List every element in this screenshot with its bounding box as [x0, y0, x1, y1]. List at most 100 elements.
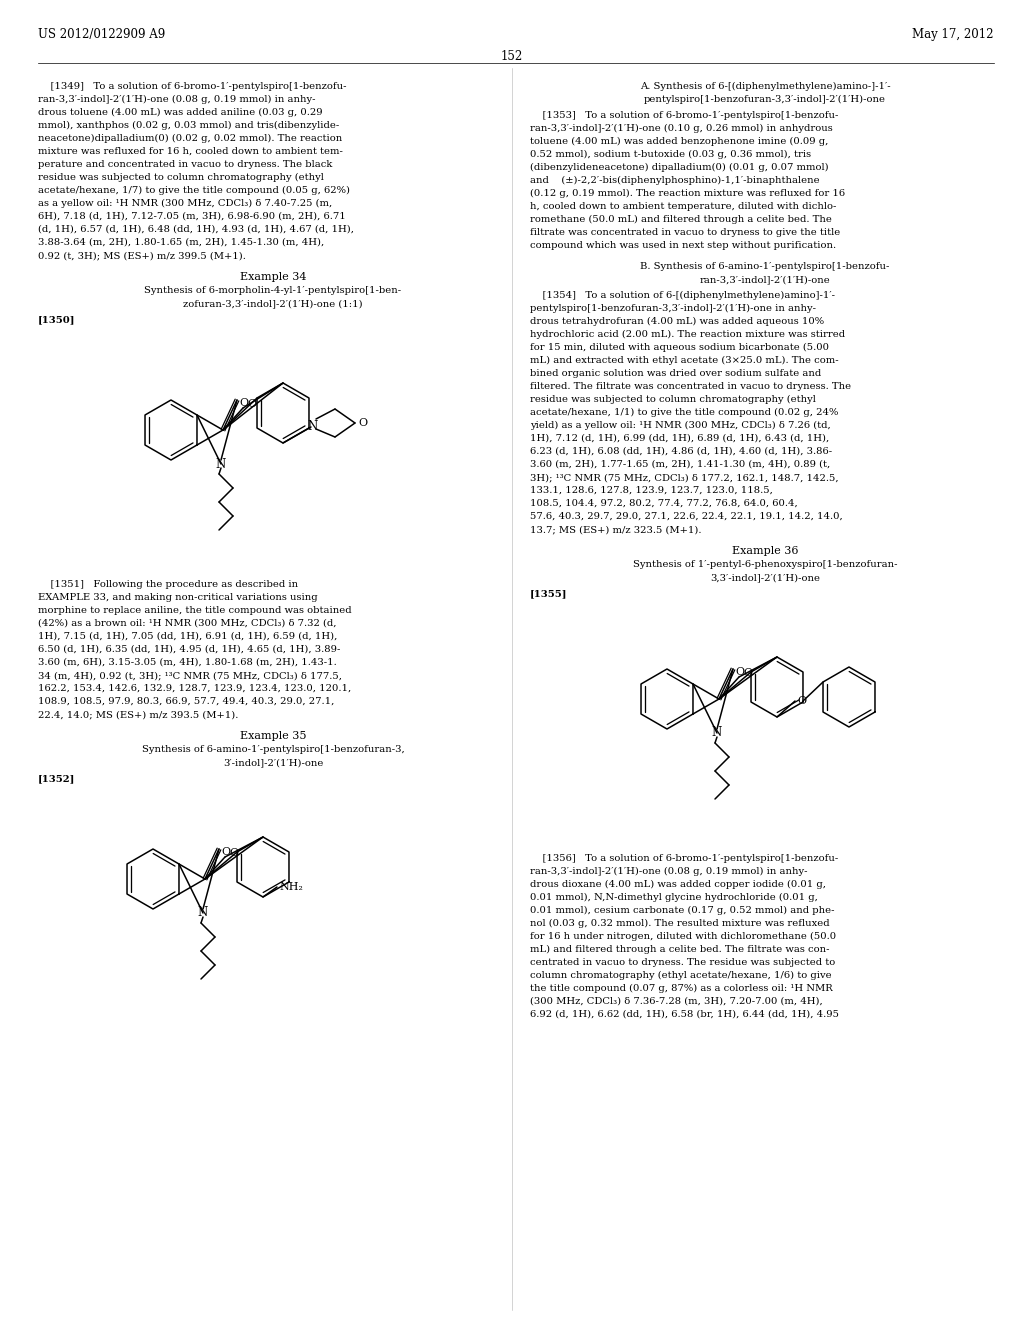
Text: ran-3,3′-indol]-2′(1′H)-one (0.08 g, 0.19 mmol) in anhy-: ran-3,3′-indol]-2′(1′H)-one (0.08 g, 0.1…	[38, 95, 315, 104]
Text: N: N	[216, 458, 226, 470]
Text: drous dioxane (4.00 mL) was added copper iodide (0.01 g,: drous dioxane (4.00 mL) was added copper…	[530, 880, 826, 890]
Text: acetate/hexane, 1/7) to give the title compound (0.05 g, 62%): acetate/hexane, 1/7) to give the title c…	[38, 186, 350, 195]
Text: 1H), 7.12 (d, 1H), 6.99 (dd, 1H), 6.89 (d, 1H), 6.43 (d, 1H),: 1H), 7.12 (d, 1H), 6.99 (dd, 1H), 6.89 (…	[530, 434, 829, 444]
Text: (42%) as a brown oil: ¹H NMR (300 MHz, CDCl₃) δ 7.32 (d,: (42%) as a brown oil: ¹H NMR (300 MHz, C…	[38, 619, 337, 628]
Text: for 16 h under nitrogen, diluted with dichloromethane (50.0: for 16 h under nitrogen, diluted with di…	[530, 932, 837, 941]
Text: mixture was refluxed for 16 h, cooled down to ambient tem-: mixture was refluxed for 16 h, cooled do…	[38, 147, 343, 156]
Text: O: O	[735, 667, 744, 677]
Text: 57.6, 40.3, 29.7, 29.0, 27.1, 22.6, 22.4, 22.1, 19.1, 14.2, 14.0,: 57.6, 40.3, 29.7, 29.0, 27.1, 22.6, 22.4…	[530, 512, 843, 521]
Text: morphine to replace aniline, the title compound was obtained: morphine to replace aniline, the title c…	[38, 606, 351, 615]
Text: EXAMPLE 33, and making non-critical variations using: EXAMPLE 33, and making non-critical vari…	[38, 593, 317, 602]
Text: mL) and extracted with ethyl acetate (3×25.0 mL). The com-: mL) and extracted with ethyl acetate (3×…	[530, 356, 839, 366]
Text: for 15 min, diluted with aqueous sodium bicarbonate (5.00: for 15 min, diluted with aqueous sodium …	[530, 343, 829, 352]
Text: 34 (m, 4H), 0.92 (t, 3H); ¹³C NMR (75 MHz, CDCl₃) δ 177.5,: 34 (m, 4H), 0.92 (t, 3H); ¹³C NMR (75 MH…	[38, 671, 342, 680]
Text: 6.50 (d, 1H), 6.35 (dd, 1H), 4.95 (d, 1H), 4.65 (d, 1H), 3.89-: 6.50 (d, 1H), 6.35 (dd, 1H), 4.95 (d, 1H…	[38, 645, 340, 653]
Text: (300 MHz, CDCl₃) δ 7.36-7.28 (m, 3H), 7.20-7.00 (m, 4H),: (300 MHz, CDCl₃) δ 7.36-7.28 (m, 3H), 7.…	[530, 997, 822, 1006]
Text: [1355]: [1355]	[530, 589, 567, 598]
Text: Synthesis of 6-amino-1′-pentylspiro[1-benzofuran-3,: Synthesis of 6-amino-1′-pentylspiro[1-be…	[141, 744, 404, 754]
Text: O: O	[358, 418, 368, 428]
Text: and    (±)-2,2′-bis(diphenylphosphino)-1,1′-binaphthalene: and (±)-2,2′-bis(diphenylphosphino)-1,1′…	[530, 176, 819, 185]
Text: Example 36: Example 36	[732, 546, 799, 556]
Text: US 2012/0122909 A9: US 2012/0122909 A9	[38, 28, 165, 41]
Text: (0.12 g, 0.19 mmol). The reaction mixture was refluxed for 16: (0.12 g, 0.19 mmol). The reaction mixtur…	[530, 189, 845, 198]
Text: ran-3,3′-indol]-2′(1′H)-one: ran-3,3′-indol]-2′(1′H)-one	[699, 275, 830, 284]
Text: compound which was used in next step without purification.: compound which was used in next step wit…	[530, 242, 837, 249]
Text: (d, 1H), 6.57 (d, 1H), 6.48 (dd, 1H), 4.93 (d, 1H), 4.67 (d, 1H),: (d, 1H), 6.57 (d, 1H), 6.48 (dd, 1H), 4.…	[38, 224, 354, 234]
Text: ran-3,3′-indol]-2′(1′H)-one (0.10 g, 0.26 mmol) in anhydrous: ran-3,3′-indol]-2′(1′H)-one (0.10 g, 0.2…	[530, 124, 833, 133]
Text: toluene (4.00 mL) was added benzophenone imine (0.09 g,: toluene (4.00 mL) was added benzophenone…	[530, 137, 828, 147]
Text: as a yellow oil: ¹H NMR (300 MHz, CDCl₃) δ 7.40-7.25 (m,: as a yellow oil: ¹H NMR (300 MHz, CDCl₃)…	[38, 199, 332, 209]
Text: drous tetrahydrofuran (4.00 mL) was added aqueous 10%: drous tetrahydrofuran (4.00 mL) was adde…	[530, 317, 824, 326]
Text: filtered. The filtrate was concentrated in vacuo to dryness. The: filtered. The filtrate was concentrated …	[530, 381, 851, 391]
Text: 1H), 7.15 (d, 1H), 7.05 (dd, 1H), 6.91 (d, 1H), 6.59 (d, 1H),: 1H), 7.15 (d, 1H), 7.05 (dd, 1H), 6.91 (…	[38, 632, 337, 642]
Text: 3.60 (m, 2H), 1.77-1.65 (m, 2H), 1.41-1.30 (m, 4H), 0.89 (t,: 3.60 (m, 2H), 1.77-1.65 (m, 2H), 1.41-1.…	[530, 459, 830, 469]
Text: perature and concentrated in vacuo to dryness. The black: perature and concentrated in vacuo to dr…	[38, 160, 333, 169]
Text: [1352]: [1352]	[38, 774, 76, 783]
Text: May 17, 2012: May 17, 2012	[912, 28, 994, 41]
Text: bined organic solution was dried over sodium sulfate and: bined organic solution was dried over so…	[530, 370, 821, 378]
Text: yield) as a yellow oil: ¹H NMR (300 MHz, CDCl₃) δ 7.26 (td,: yield) as a yellow oil: ¹H NMR (300 MHz,…	[530, 421, 830, 430]
Text: mmol), xanthphos (0.02 g, 0.03 mmol) and tris(dibenzylide-: mmol), xanthphos (0.02 g, 0.03 mmol) and…	[38, 121, 339, 131]
Text: 13.7; MS (ES+) m/z 323.5 (M+1).: 13.7; MS (ES+) m/z 323.5 (M+1).	[530, 525, 701, 535]
Text: N: N	[198, 907, 208, 920]
Text: zofuran-3,3′-indol]-2′(1′H)-one (1:1): zofuran-3,3′-indol]-2′(1′H)-one (1:1)	[183, 300, 362, 308]
Text: 3H); ¹³C NMR (75 MHz, CDCl₃) δ 177.2, 162.1, 148.7, 142.5,: 3H); ¹³C NMR (75 MHz, CDCl₃) δ 177.2, 16…	[530, 473, 839, 482]
Text: h, cooled down to ambient temperature, diluted with dichlo-: h, cooled down to ambient temperature, d…	[530, 202, 837, 211]
Text: [1356]   To a solution of 6-bromo-1′-pentylspiro[1-benzofu-: [1356] To a solution of 6-bromo-1′-penty…	[530, 854, 839, 863]
Text: residue was subjected to column chromatography (ethyl: residue was subjected to column chromato…	[530, 395, 816, 404]
Text: O: O	[743, 668, 752, 678]
Text: column chromatography (ethyl acetate/hexane, 1/6) to give: column chromatography (ethyl acetate/hex…	[530, 972, 831, 981]
Text: [1349]   To a solution of 6-bromo-1′-pentylspiro[1-benzofu-: [1349] To a solution of 6-bromo-1′-penty…	[38, 82, 346, 91]
Text: Synthesis of 6-morpholin-4-yl-1′-pentylspiro[1-ben-: Synthesis of 6-morpholin-4-yl-1′-pentyls…	[144, 286, 401, 294]
Text: hydrochloric acid (2.00 mL). The reaction mixture was stirred: hydrochloric acid (2.00 mL). The reactio…	[530, 330, 845, 339]
Text: 0.92 (t, 3H); MS (ES+) m/z 399.5 (M+1).: 0.92 (t, 3H); MS (ES+) m/z 399.5 (M+1).	[38, 251, 246, 260]
Text: the title compound (0.07 g, 87%) as a colorless oil: ¹H NMR: the title compound (0.07 g, 87%) as a co…	[530, 983, 833, 993]
Text: filtrate was concentrated in vacuo to dryness to give the title: filtrate was concentrated in vacuo to dr…	[530, 228, 841, 238]
Text: O: O	[229, 847, 239, 858]
Text: 0.52 mmol), sodium t-butoxide (0.03 g, 0.36 mmol), tris: 0.52 mmol), sodium t-butoxide (0.03 g, 0…	[530, 150, 811, 160]
Text: 133.1, 128.6, 127.8, 123.9, 123.7, 123.0, 118.5,: 133.1, 128.6, 127.8, 123.9, 123.7, 123.0…	[530, 486, 773, 495]
Text: ran-3,3′-indol]-2′(1′H)-one (0.08 g, 0.19 mmol) in anhy-: ran-3,3′-indol]-2′(1′H)-one (0.08 g, 0.1…	[530, 867, 808, 876]
Text: O: O	[221, 847, 230, 857]
Text: neacetone)dipalladium(0) (0.02 g, 0.02 mmol). The reaction: neacetone)dipalladium(0) (0.02 g, 0.02 m…	[38, 135, 342, 143]
Text: acetate/hexane, 1/1) to give the title compound (0.02 g, 24%: acetate/hexane, 1/1) to give the title c…	[530, 408, 839, 417]
Text: 3.60 (m, 6H), 3.15-3.05 (m, 4H), 1.80-1.68 (m, 2H), 1.43-1.: 3.60 (m, 6H), 3.15-3.05 (m, 4H), 1.80-1.…	[38, 657, 337, 667]
Text: O: O	[797, 696, 806, 706]
Text: Example 35: Example 35	[240, 731, 306, 741]
Text: 6H), 7.18 (d, 1H), 7.12-7.05 (m, 3H), 6.98-6.90 (m, 2H), 6.71: 6H), 7.18 (d, 1H), 7.12-7.05 (m, 3H), 6.…	[38, 213, 346, 220]
Text: residue was subjected to column chromatography (ethyl: residue was subjected to column chromato…	[38, 173, 324, 182]
Text: B. Synthesis of 6-amino-1′-pentylspiro[1-benzofu-: B. Synthesis of 6-amino-1′-pentylspiro[1…	[640, 261, 890, 271]
Text: 108.9, 108.5, 97.9, 80.3, 66.9, 57.7, 49.4, 40.3, 29.0, 27.1,: 108.9, 108.5, 97.9, 80.3, 66.9, 57.7, 49…	[38, 697, 335, 706]
Text: O: O	[247, 399, 256, 409]
Text: 162.2, 153.4, 142.6, 132.9, 128.7, 123.9, 123.4, 123.0, 120.1,: 162.2, 153.4, 142.6, 132.9, 128.7, 123.9…	[38, 684, 351, 693]
Text: NH₂: NH₂	[279, 882, 303, 892]
Text: [1351]   Following the procedure as described in: [1351] Following the procedure as descri…	[38, 579, 298, 589]
Text: Synthesis of 1′-pentyl-6-phenoxyspiro[1-benzofuran-: Synthesis of 1′-pentyl-6-phenoxyspiro[1-…	[633, 560, 897, 569]
Text: 152: 152	[501, 50, 523, 63]
Text: 0.01 mmol), N,N-dimethyl glycine hydrochloride (0.01 g,: 0.01 mmol), N,N-dimethyl glycine hydroch…	[530, 894, 818, 902]
Text: 108.5, 104.4, 97.2, 80.2, 77.4, 77.2, 76.8, 64.0, 60.4,: 108.5, 104.4, 97.2, 80.2, 77.4, 77.2, 76…	[530, 499, 798, 508]
Text: O: O	[239, 399, 248, 408]
Text: drous toluene (4.00 mL) was added aniline (0.03 g, 0.29: drous toluene (4.00 mL) was added anilin…	[38, 108, 323, 117]
Text: [1353]   To a solution of 6-bromo-1′-pentylspiro[1-benzofu-: [1353] To a solution of 6-bromo-1′-penty…	[530, 111, 839, 120]
Text: pentylspiro[1-benzofuran-3,3′-indol]-2′(1′H)-one: pentylspiro[1-benzofuran-3,3′-indol]-2′(…	[644, 95, 886, 104]
Text: romethane (50.0 mL) and filtered through a celite bed. The: romethane (50.0 mL) and filtered through…	[530, 215, 831, 224]
Text: N: N	[712, 726, 722, 739]
Text: pentylspiro[1-benzofuran-3,3′-indol]-2′(1′H)-one in anhy-: pentylspiro[1-benzofuran-3,3′-indol]-2′(…	[530, 304, 816, 313]
Text: 0.01 mmol), cesium carbonate (0.17 g, 0.52 mmol) and phe-: 0.01 mmol), cesium carbonate (0.17 g, 0.…	[530, 906, 835, 915]
Text: [1354]   To a solution of 6-[(diphenylmethylene)amino]-1′-: [1354] To a solution of 6-[(diphenylmeth…	[530, 290, 835, 300]
Text: N: N	[308, 421, 318, 433]
Text: A. Synthesis of 6-[(diphenylmethylene)amino-]-1′-: A. Synthesis of 6-[(diphenylmethylene)am…	[640, 82, 890, 91]
Text: Example 34: Example 34	[240, 272, 306, 282]
Text: nol (0.03 g, 0.32 mmol). The resulted mixture was refluxed: nol (0.03 g, 0.32 mmol). The resulted mi…	[530, 919, 829, 928]
Text: 3′-indol]-2′(1′H)-one: 3′-indol]-2′(1′H)-one	[223, 758, 324, 767]
Text: 22.4, 14.0; MS (ES+) m/z 393.5 (M+1).: 22.4, 14.0; MS (ES+) m/z 393.5 (M+1).	[38, 710, 239, 719]
Text: [1350]: [1350]	[38, 315, 76, 323]
Text: mL) and filtered through a celite bed. The filtrate was con-: mL) and filtered through a celite bed. T…	[530, 945, 829, 954]
Text: 3,3′-indol]-2′(1′H)-one: 3,3′-indol]-2′(1′H)-one	[710, 573, 820, 582]
Text: (dibenzylideneacetone) dipalladium(0) (0.01 g, 0.07 mmol): (dibenzylideneacetone) dipalladium(0) (0…	[530, 162, 828, 172]
Text: 3.88-3.64 (m, 2H), 1.80-1.65 (m, 2H), 1.45-1.30 (m, 4H),: 3.88-3.64 (m, 2H), 1.80-1.65 (m, 2H), 1.…	[38, 238, 325, 247]
Text: centrated in vacuo to dryness. The residue was subjected to: centrated in vacuo to dryness. The resid…	[530, 958, 836, 968]
Text: 6.23 (d, 1H), 6.08 (dd, 1H), 4.86 (d, 1H), 4.60 (d, 1H), 3.86-: 6.23 (d, 1H), 6.08 (dd, 1H), 4.86 (d, 1H…	[530, 447, 833, 455]
Text: 6.92 (d, 1H), 6.62 (dd, 1H), 6.58 (br, 1H), 6.44 (dd, 1H), 4.95: 6.92 (d, 1H), 6.62 (dd, 1H), 6.58 (br, 1…	[530, 1010, 839, 1019]
